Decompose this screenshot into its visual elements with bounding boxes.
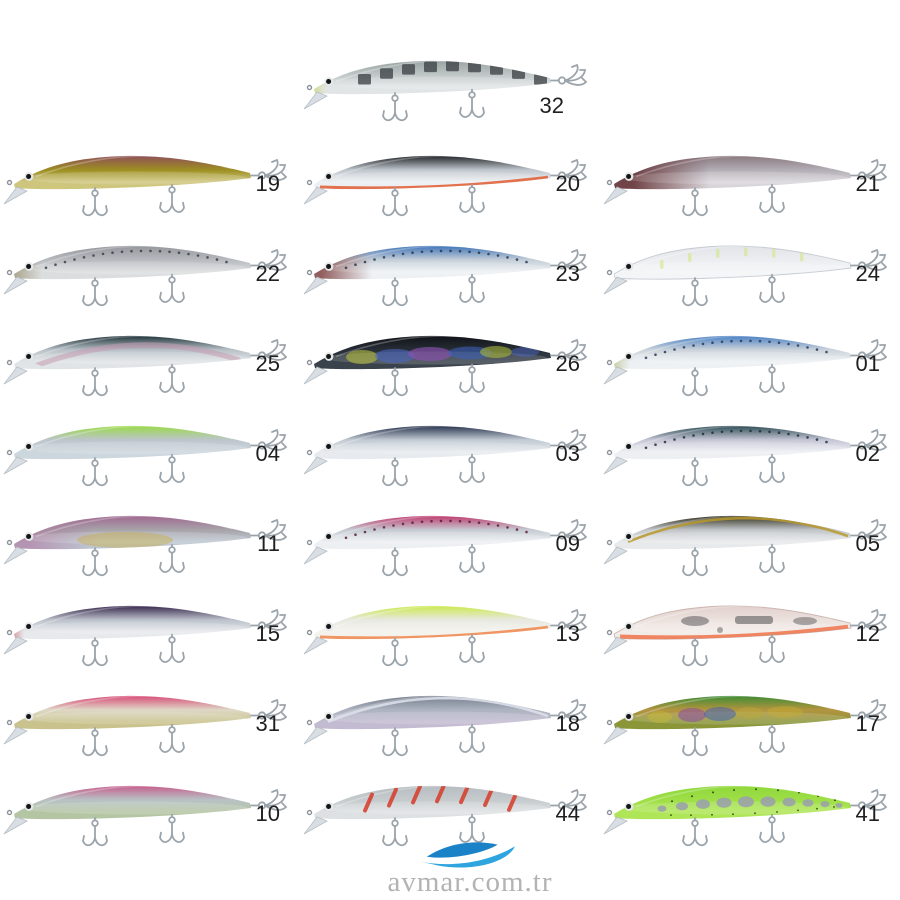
lure-number: 11 [257,531,280,556]
lure-number: 04 [255,441,280,466]
lure-image-10 [3,785,288,847]
lure-image-15 [3,605,288,667]
lure-image-09 [303,515,588,577]
lure-image-01 [603,335,888,397]
lure-cell-15: 15 [0,583,300,673]
lure-cell-05: 05 [600,493,900,583]
lure-number: 26 [555,351,580,376]
lure-image-11 [3,515,288,577]
lure-cell-04: 04 [0,403,300,493]
lure-image-05 [603,515,888,577]
lure-number: 09 [555,531,580,556]
lure-image-22 [3,245,288,307]
lure-number: 31 [255,711,280,736]
lure-row: 04 03 [0,403,900,493]
lure-number: 10 [255,801,280,826]
lure-cell-25: 25 [0,313,300,403]
lure-number: 12 [855,621,880,646]
lure-cell-41: 41 [600,763,900,853]
lure-image-26 [303,335,588,397]
lure-image-04 [3,425,288,487]
lure-image-12 [603,605,888,667]
lure-cell-featured: 32 [300,28,600,133]
lure-number: 44 [555,801,580,826]
lure-image-18 [303,695,588,757]
lure-number: 15 [255,621,280,646]
lure-cell-17: 17 [600,673,900,763]
lure-image-32 [303,60,588,122]
lure-number: 24 [855,261,880,286]
lure-image-25 [3,335,288,397]
lure-cell-09: 09 [300,493,600,583]
lure-number: 13 [555,621,580,646]
lure-cell-31: 31 [0,673,300,763]
lure-image-02 [603,425,888,487]
lure-image-24 [603,245,888,307]
lure-row: 19 20 [0,133,900,223]
lure-cell-13: 13 [300,583,600,673]
lure-cell-01: 01 [600,313,900,403]
lure-cell-26: 26 [300,313,600,403]
lure-image-20 [303,155,588,217]
lure-cell-44: 44 [300,763,600,853]
lure-cell-22: 22 [0,223,300,313]
lure-cell-19: 19 [0,133,300,223]
lure-number: 02 [855,441,880,466]
watermark-text: avmar.com.tr [387,866,553,898]
lure-number: 41 [855,801,880,826]
lure-image-31 [3,695,288,757]
lure-number: 20 [555,171,580,196]
lure-number: 32 [539,93,564,118]
lure-cell-18: 18 [300,673,600,763]
lure-grid: 19 20 [0,133,900,853]
lure-image-41 [603,785,888,847]
lure-cell-12: 12 [600,583,900,673]
lure-image-19 [3,155,288,217]
lure-image-13 [303,605,588,667]
lure-cell-11: 11 [0,493,300,583]
lure-number: 17 [855,711,880,736]
lure-cell-10: 10 [0,763,300,853]
lure-cell-20: 20 [300,133,600,223]
lure-number: 18 [555,711,580,736]
lure-number: 19 [255,171,280,196]
lure-number: 21 [855,171,880,196]
lure-row: 11 09 [0,493,900,583]
lure-row: 31 18 [0,673,900,763]
lure-cell-21: 21 [600,133,900,223]
lure-image-17 [603,695,888,757]
lure-cell-23: 23 [300,223,600,313]
lure-image-44 [303,785,588,847]
lure-number: 25 [255,351,280,376]
lure-cell-02: 02 [600,403,900,493]
lure-cell-24: 24 [600,223,900,313]
lure-image-21 [603,155,888,217]
lure-number: 01 [855,351,880,376]
lure-image-03 [303,425,588,487]
lure-row: 25 26 [0,313,900,403]
lure-number: 05 [855,531,880,556]
lure-row: 15 13 [0,583,900,673]
lure-number: 03 [555,441,580,466]
lure-cell-03: 03 [300,403,600,493]
lure-row: 22 23 [0,223,900,313]
lure-number: 23 [555,261,580,286]
lure-number: 22 [255,261,280,286]
lure-row: 10 44 [0,763,900,853]
lure-image-23 [303,245,588,307]
